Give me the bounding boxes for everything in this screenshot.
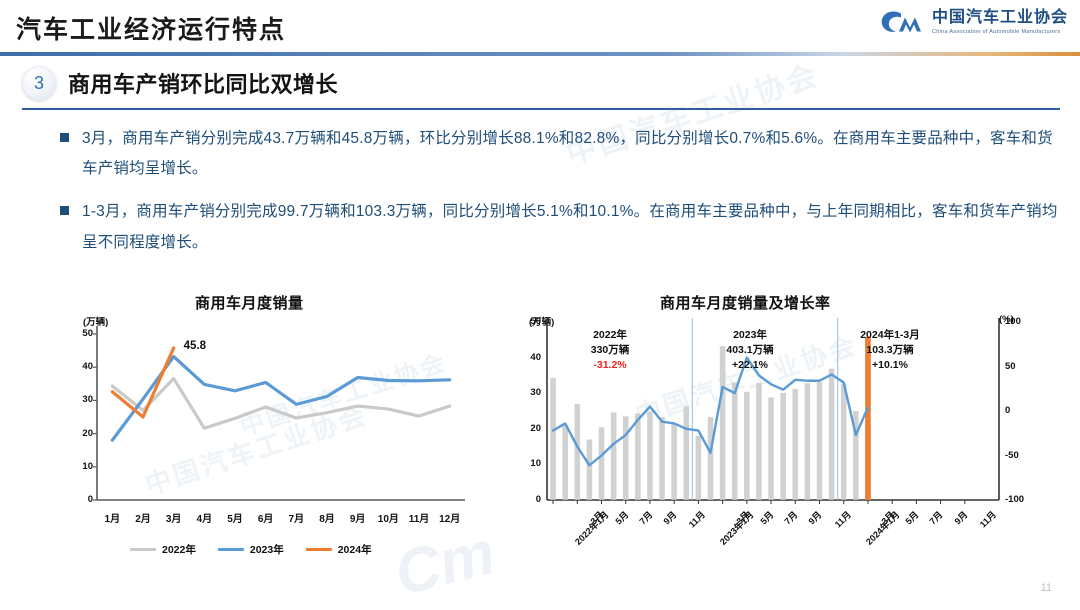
y-axis-left-unit: (万辆) — [529, 317, 555, 328]
y-axis-tick: 20 — [82, 427, 93, 439]
bullet-text: 1-3月，商用车产销分别完成99.7万辆和103.3万辆，同比分别增长5.1%和… — [82, 203, 1058, 251]
annotation-line: 2022年 — [593, 329, 627, 341]
annotation-line: 2024年1-3月 — [860, 329, 920, 341]
legend-item[interactable]: 2022年 — [130, 542, 196, 557]
chart-title: 商用车月度销量及增长率 — [660, 295, 831, 312]
annotation-2022: 2022年 330万辆 -31.2% — [535, 328, 685, 374]
section-divider — [22, 108, 1060, 110]
x-axis-tick: 5月 — [227, 514, 243, 525]
legend-label: 2022年 — [162, 544, 196, 556]
y-axis-right-tick: 0 — [1005, 405, 1011, 416]
legend-item[interactable]: 2024年 — [305, 542, 372, 557]
list-item: 1-3月，商用车产销分别完成99.7万辆和103.3万辆，同比分别增长5.1%和… — [60, 197, 1065, 257]
legend-label: 2024年 — [337, 544, 372, 556]
bullet-square-icon — [60, 133, 69, 142]
annotation-line: 103.3万辆 — [866, 344, 914, 357]
page-title: 汽车工业经济运行特点 — [16, 16, 287, 44]
bullet-text: 3月，商用车产销分别完成43.7万辆和45.8万辆，环比分别增长88.1%和82… — [82, 130, 1053, 178]
chart-canvas-right — [546, 318, 1000, 504]
annotation-line: 403.1万辆 — [726, 344, 774, 357]
x-axis-tick: 6月 — [257, 514, 274, 525]
list-item: 3月，商用车产销分别完成43.7万辆和45.8万辆，环比分别增长88.1%和82… — [60, 124, 1065, 184]
y-axis-tick: 30 — [82, 394, 93, 406]
x-axis-tick: 12月 — [439, 514, 461, 525]
section-heading: 3 商用车产销环比同比双增长 — [22, 66, 338, 100]
x-axis-tick: 2月 — [135, 514, 151, 525]
legend-swatch — [130, 548, 156, 551]
association-logo: 中国汽车工业协会 China Association of Automobile… — [879, 8, 1068, 38]
annotation-2024: 2024年1-3月 103.3万辆 +10.1% — [815, 328, 965, 374]
annotation-line: 2023年 — [733, 329, 767, 341]
y-axis-right-tick: 50 — [1005, 360, 1016, 372]
legend-label: 2023年 — [249, 544, 284, 556]
logo-subtitle: China Association of Automobile Manufact… — [931, 28, 1061, 35]
chart-legend: 2022年 2023年 2024年 — [130, 542, 372, 557]
bullet-square-icon — [60, 206, 69, 216]
y-axis-tick: 40 — [82, 361, 93, 373]
logo-title: 中国汽车工业协会 — [931, 9, 1068, 27]
y-axis-tick: 50 — [82, 328, 93, 339]
chart-canvas-left — [93, 326, 465, 501]
legend-item[interactable]: 2023年 — [217, 542, 284, 557]
annotation-line: +10.1% — [872, 359, 908, 372]
x-axis-tick: 7月 — [288, 514, 305, 525]
x-axis-tick: 10月 — [377, 514, 399, 525]
x-axis-tick: 11月 — [408, 514, 430, 525]
bullet-list: 3月，商用车产销分别完成43.7万辆和45.8万辆，环比分别增长88.1%和82… — [60, 124, 1065, 271]
section-title: 商用车产销环比同比双增长 — [68, 72, 339, 97]
y-axis-left-tick: 40 — [530, 351, 541, 363]
x-axis-tick: 9月 — [349, 514, 366, 525]
x-axis-tick: 8月 — [319, 514, 335, 525]
header-divider — [0, 52, 1080, 56]
y-axis-left-tick: 20 — [530, 422, 541, 434]
y-axis-right-tick: -50 — [1005, 449, 1019, 461]
data-label: 45.8 — [183, 339, 207, 352]
y-axis-left-tick: 10 — [530, 458, 541, 470]
section-number-badge: 3 — [22, 66, 56, 100]
page-number: 11 — [1040, 582, 1052, 594]
legend-swatch — [305, 548, 332, 551]
x-axis-tick: 4月 — [196, 514, 213, 525]
y-axis-left-tick: 30 — [530, 387, 541, 399]
y-axis-tick: 10 — [82, 460, 93, 472]
x-axis-tick: 3月 — [165, 514, 182, 525]
y-axis-right-tick: 100 — [1005, 316, 1021, 327]
chart-monthly-sales: 商用车月度销量 (万辆) 2022年 2023年 2024年 0 10 20 30 40… — [55, 292, 475, 582]
annotation-line: +22.1% — [732, 359, 768, 372]
y-axis-left-tick: 0 — [535, 494, 541, 505]
annotation-line: 330万辆 — [590, 344, 630, 357]
y-axis-unit: (万辆) — [83, 317, 109, 328]
y-axis-tick: 0 — [87, 494, 93, 505]
cm-logo-icon — [881, 11, 921, 33]
annotation-2023: 2023年 403.1万辆 +22.1% — [675, 328, 825, 374]
annotation-line-negative: -31.2% — [593, 359, 627, 372]
y-axis-left-tick: 50 — [530, 316, 541, 327]
legend-swatch — [217, 548, 244, 551]
chart-monthly-sales-growth: 商用车月度销量及增长率 (万辆) (%) 2022年 330万辆 -31.2% … — [505, 292, 1075, 582]
x-axis-tick: 1月 — [104, 514, 121, 525]
chart-title: 商用车月度销量 — [195, 295, 304, 312]
y-axis-right-tick: -100 — [1005, 494, 1025, 505]
y-axis-right-unit: (%) — [999, 314, 1014, 325]
